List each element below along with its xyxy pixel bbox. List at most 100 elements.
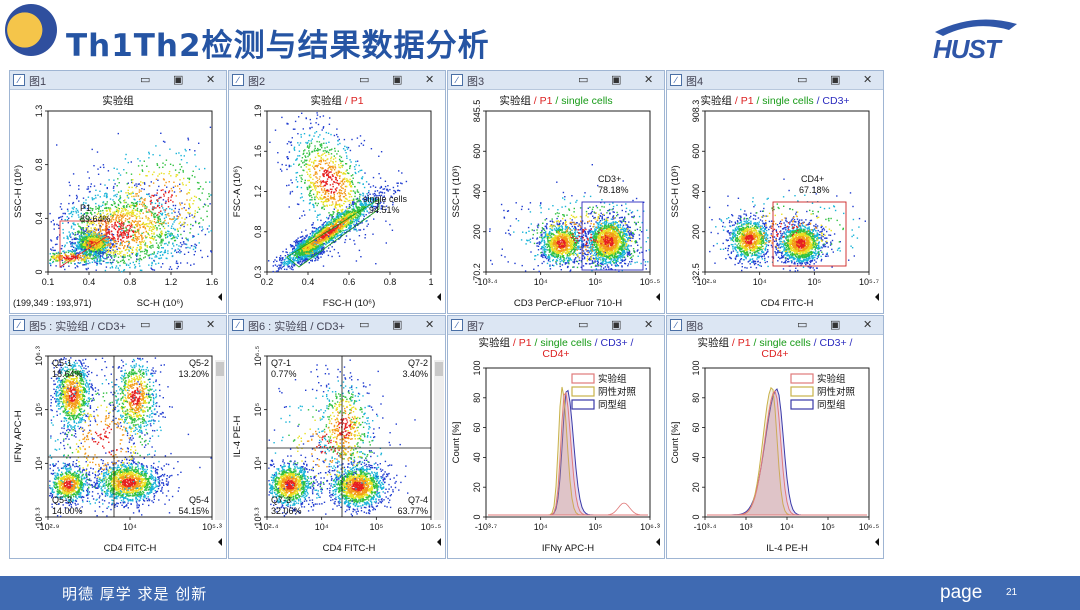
x-tick-label: 10⁴ — [534, 522, 548, 532]
plot-window-3[interactable]: ∕ 图3 ▭ ▣ ✕ 实验组 / P1 / single cells CD3+ 78.18% -… — [447, 70, 665, 314]
page-number: 21 — [1006, 587, 1018, 598]
quadrant-value: 32.06% — [271, 506, 302, 516]
plot-window-7[interactable]: ∕ 图7 ▭ ▣ ✕ 实验组 / P1 / single cells / CD3+ / CD… — [447, 315, 665, 559]
plot-edit-icon[interactable]: ∕ — [232, 319, 244, 331]
plot-window-5[interactable]: ∕ 图5 : 实验组 / CD3+ ▭ ▣ ✕ Q5-1 18.64% Q5-2 13.20% Q… — [9, 315, 227, 559]
scrollbar-thumb[interactable] — [216, 362, 224, 376]
scrollbar[interactable] — [215, 360, 225, 520]
plot-edit-icon[interactable]: ∕ — [451, 319, 463, 331]
window-titlebar[interactable]: ∕ 图8 ▭ ▣ ✕ — [667, 316, 883, 335]
plot-canvas: Q7-10.77% Q7-23.40% Q7-332.06% Q7-463.77% -1… — [232, 346, 444, 554]
axis-menu-icon[interactable] — [218, 538, 222, 546]
plot-title-part: / P1 — [341, 95, 364, 107]
x-tick-label: 0.8 — [124, 277, 137, 287]
legend-label: 同型组 — [817, 399, 846, 411]
quadrant-value: 0.77% — [271, 369, 297, 379]
minimize-icon[interactable]: ▭ — [578, 74, 589, 86]
x-tick-label: 10⁴ — [534, 277, 548, 287]
minimize-icon[interactable]: ▭ — [797, 74, 808, 86]
plot-window-6[interactable]: ∕ 图6 : 实验组 / CD3+ ▭ ▣ ✕ Q7-1 0.77% Q7-2 3.40% Q7-… — [228, 315, 446, 559]
window-titlebar[interactable]: ∕ 图4 ▭ ▣ ✕ — [667, 71, 883, 90]
restore-icon[interactable]: ▣ — [392, 74, 403, 86]
legend-label: 阴性对照 — [817, 386, 856, 398]
plot-edit-icon[interactable]: ∕ — [670, 74, 682, 86]
minimize-icon[interactable]: ▭ — [140, 74, 151, 86]
plot-title-part: / single cells — [753, 95, 814, 107]
close-icon[interactable]: ✕ — [206, 74, 216, 86]
quadrant-label: Q5-2 — [189, 358, 209, 368]
close-icon[interactable]: ✕ — [425, 319, 435, 331]
x-tick-label: 0.6 — [343, 277, 356, 287]
y-tick-label: 10⁴ — [34, 456, 44, 470]
y-tick-label: 0.8 — [34, 158, 44, 171]
scrollbar[interactable] — [434, 360, 444, 520]
plot-window-8[interactable]: ∕ 图8 ▭ ▣ ✕ 实验组 / P1 / single cells / CD3+ / CD… — [666, 315, 884, 559]
legend-swatch — [790, 373, 814, 384]
y-tick-label: 0 — [34, 269, 44, 274]
restore-icon[interactable]: ▣ — [392, 319, 403, 331]
legend-label: 实验组 — [598, 373, 627, 385]
close-icon[interactable]: ✕ — [863, 319, 873, 331]
gate[interactable]: CD4+67.18% — [772, 174, 847, 267]
close-icon[interactable]: ✕ — [863, 74, 873, 86]
restore-icon[interactable]: ▣ — [611, 74, 622, 86]
minimize-icon[interactable]: ▭ — [359, 319, 370, 331]
restore-icon[interactable]: ▣ — [173, 319, 184, 331]
x-tick-label: 10⁴ — [123, 522, 137, 532]
svg-text:HUST: HUST — [933, 34, 1003, 64]
legend-swatch — [571, 399, 595, 410]
axis-menu-icon[interactable] — [875, 538, 879, 546]
restore-icon[interactable]: ▣ — [830, 74, 841, 86]
close-icon[interactable]: ✕ — [644, 319, 654, 331]
window-titlebar[interactable]: ∕ 图3 ▭ ▣ ✕ — [448, 71, 664, 90]
window-titlebar[interactable]: ∕ 图2 ▭ ▣ ✕ — [229, 71, 445, 90]
cursor-coordinates: (199,349 : 193,971) — [13, 298, 92, 308]
x-tick-label: 10³ — [739, 522, 752, 532]
window-titlebar[interactable]: ∕ 图6 : 实验组 / CD3+ ▭ ▣ ✕ — [229, 316, 445, 335]
plot-edit-icon[interactable]: ∕ — [13, 74, 25, 86]
plot-title-part: / single cells — [531, 337, 592, 349]
axis-menu-icon[interactable] — [437, 293, 441, 301]
scatter-density — [489, 164, 650, 273]
restore-icon[interactable]: ▣ — [173, 74, 184, 86]
plot-edit-icon[interactable]: ∕ — [451, 74, 463, 86]
plot-canvas: CD3+78.18% -10³·⁴ 10⁴ 10⁵ 10⁵·⁵ 845.5 600 400 20… — [451, 100, 660, 309]
close-icon[interactable]: ✕ — [206, 319, 216, 331]
minimize-icon[interactable]: ▭ — [140, 319, 151, 331]
plot-window-4[interactable]: ∕ 图4 ▭ ▣ ✕ 实验组 / P1 / single cells / CD3+ CD4+… — [666, 70, 884, 314]
restore-icon[interactable]: ▣ — [611, 319, 622, 331]
axis-menu-icon[interactable] — [875, 293, 879, 301]
x-axis-label: IFNγ APC-H — [542, 543, 594, 554]
plot-edit-icon[interactable]: ∕ — [670, 319, 682, 331]
close-icon[interactable]: ✕ — [425, 74, 435, 86]
minimize-icon[interactable]: ▭ — [359, 74, 370, 86]
restore-icon[interactable]: ▣ — [830, 319, 841, 331]
gate[interactable]: CD3+78.18% — [581, 174, 644, 271]
window-name: 图5 : 实验组 / CD3+ — [29, 321, 126, 333]
scrollbar-thumb[interactable] — [435, 362, 443, 376]
legend-swatch — [571, 373, 595, 384]
x-axis-label: CD3 PerCP-eFluor 710-H — [514, 298, 622, 309]
y-tick-label: 600 — [691, 144, 701, 159]
window-titlebar[interactable]: ∕ 图7 ▭ ▣ ✕ — [448, 316, 664, 335]
plot-edit-icon[interactable]: ∕ — [232, 74, 244, 86]
plot-edit-icon[interactable]: ∕ — [13, 319, 25, 331]
plot-title: 实验组 / P1 / single cells / CD3+ — [667, 93, 883, 108]
plot-window-2[interactable]: ∕ 图2 ▭ ▣ ✕ 实验组 / P1 single cells 94.51% 0.2 0.4 0.… — [228, 70, 446, 314]
minimize-icon[interactable]: ▭ — [797, 319, 808, 331]
close-icon[interactable]: ✕ — [644, 74, 654, 86]
window-titlebar[interactable]: ∕ 图1 ▭ ▣ ✕ — [10, 71, 226, 90]
plot-window-1[interactable]: ∕ 图1 ▭ ▣ ✕ 实验组 P1 89.64% 0.1 0.4 0.8 1.2 1.6 1.3 0.8 0.… — [9, 70, 227, 314]
plot-title-part: 实验组 — [499, 95, 531, 107]
axis-menu-icon[interactable] — [656, 293, 660, 301]
axis-menu-icon[interactable] — [218, 293, 222, 301]
window-titlebar[interactable]: ∕ 图5 : 实验组 / CD3+ ▭ ▣ ✕ — [10, 316, 226, 335]
minimize-icon[interactable]: ▭ — [578, 319, 589, 331]
axis-menu-icon[interactable] — [656, 538, 660, 546]
axis-menu-icon[interactable] — [437, 538, 441, 546]
scatter-density — [708, 178, 866, 272]
